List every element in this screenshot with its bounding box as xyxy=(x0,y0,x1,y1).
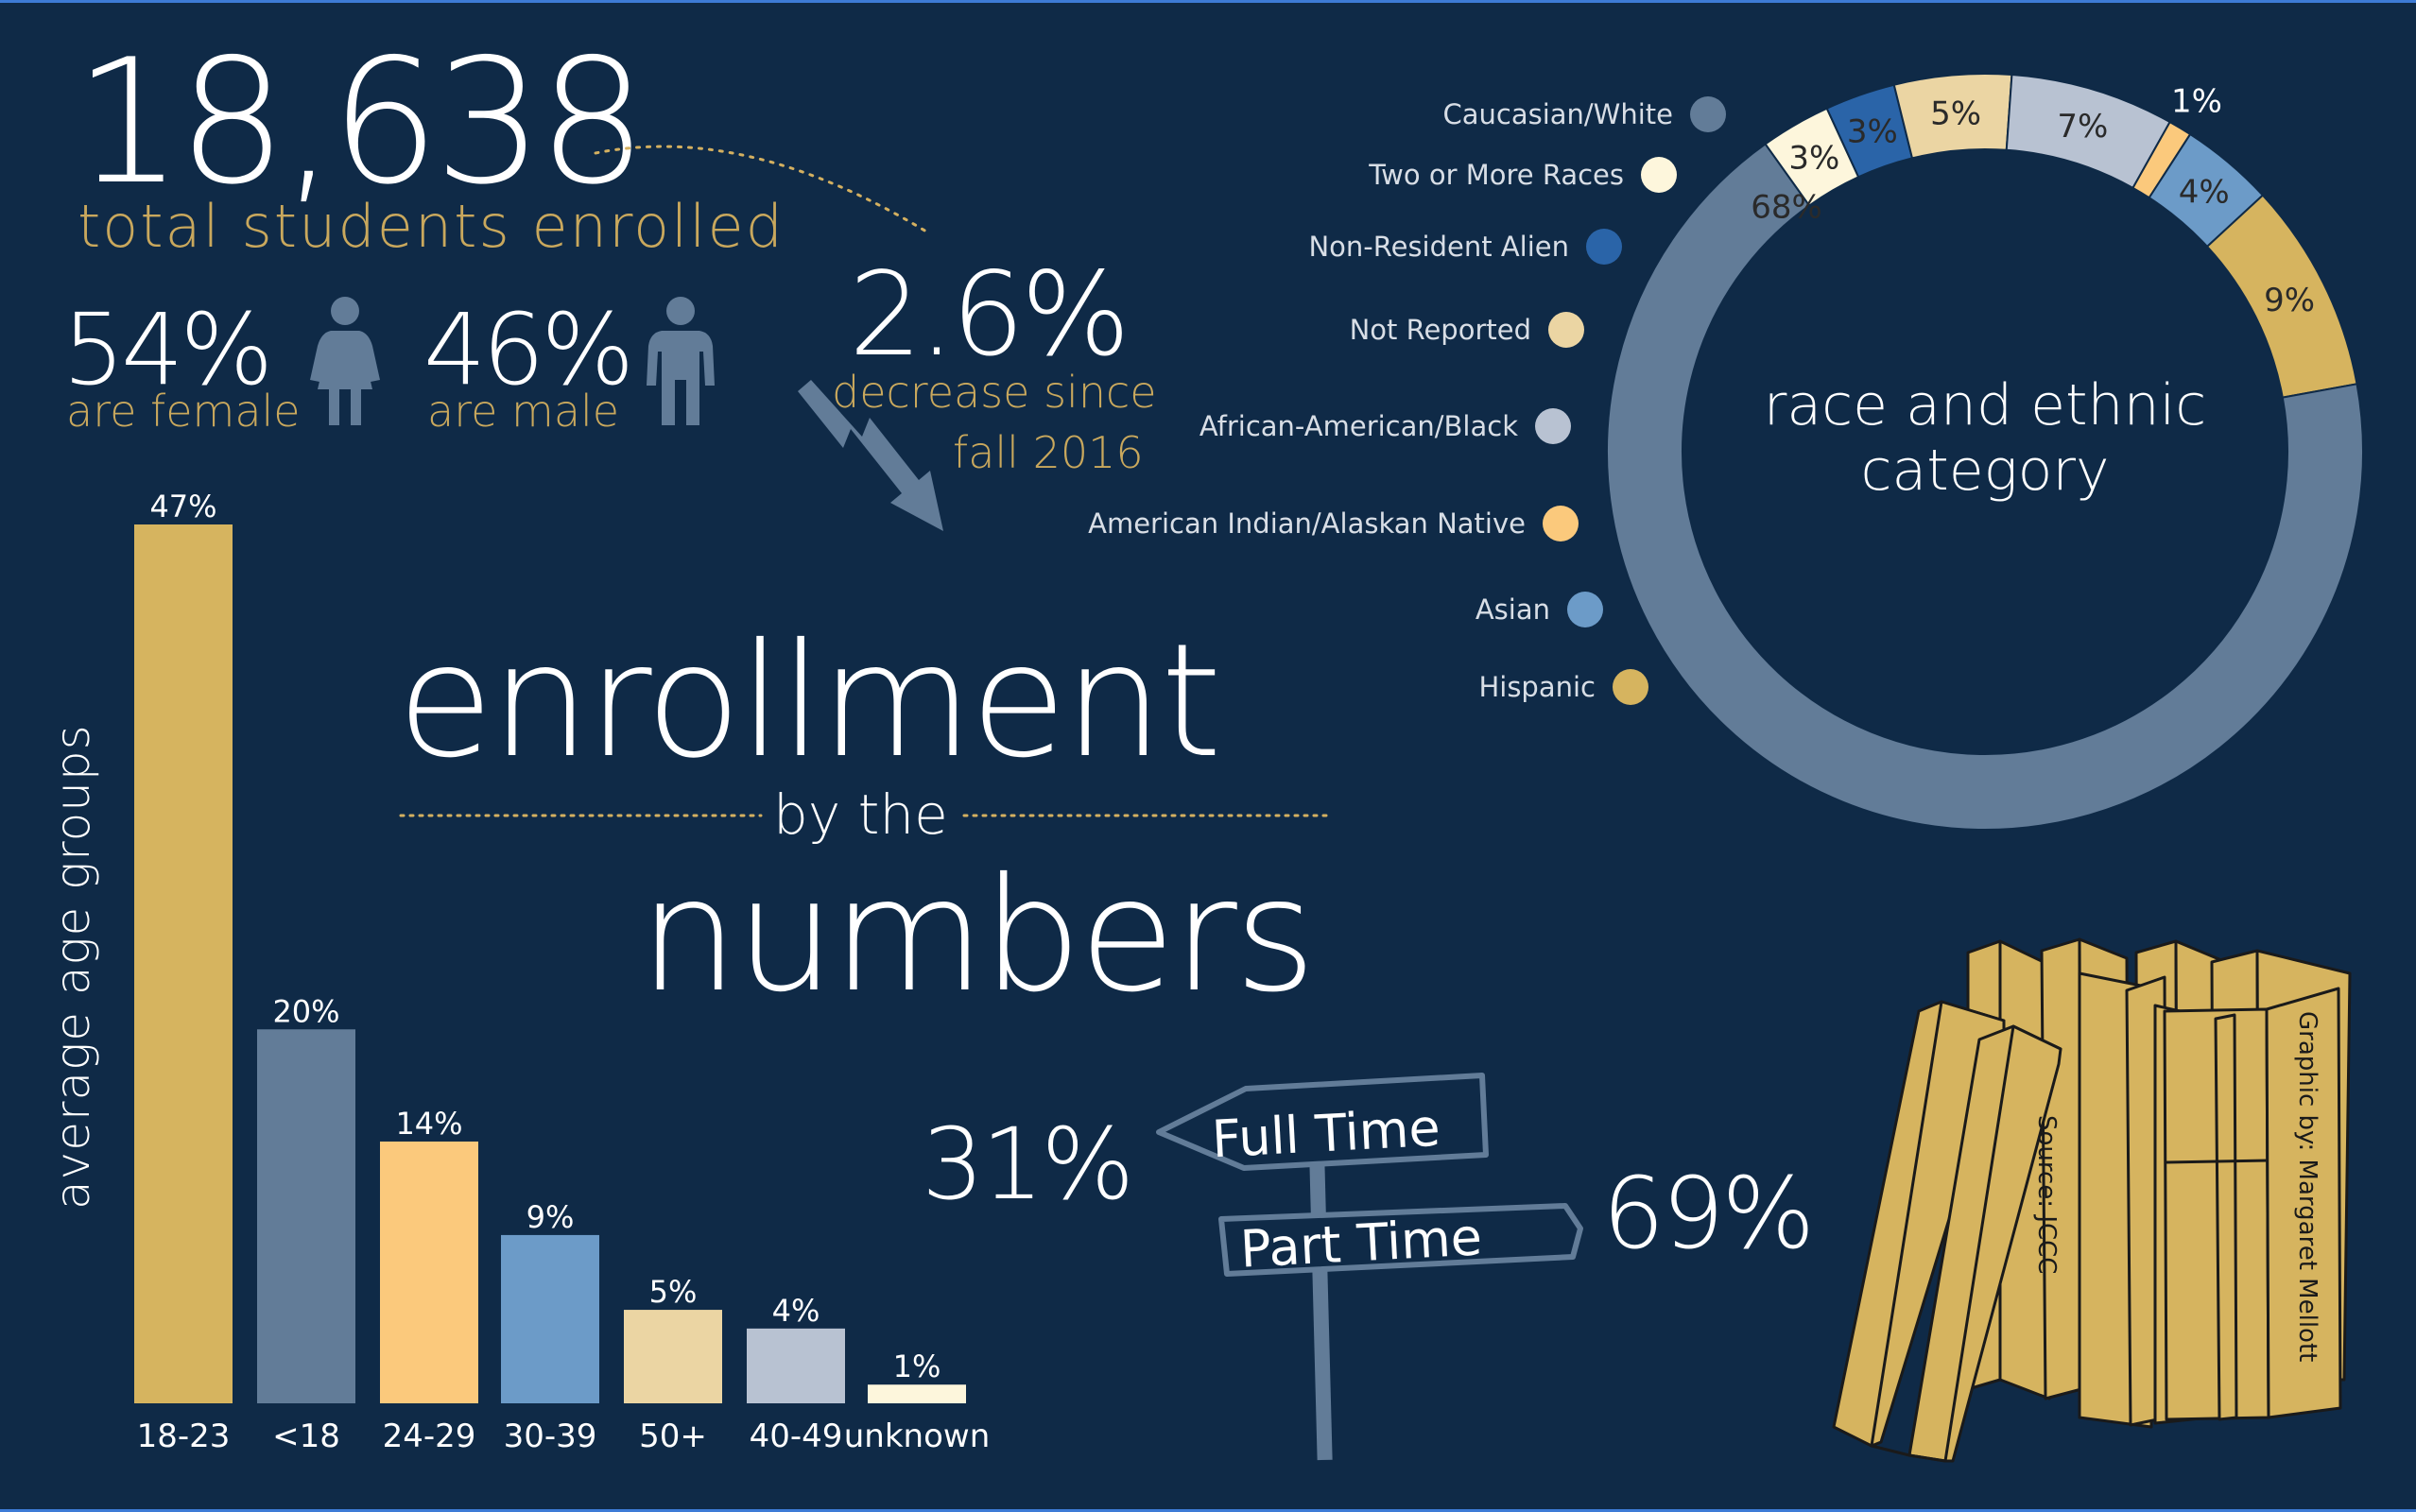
legend-label: Non-Resident Alien xyxy=(1308,231,1569,263)
legend-label: Not Reported xyxy=(1349,314,1531,346)
title-enrollment: enrollment xyxy=(397,610,1222,793)
title-dotted-rule xyxy=(399,814,1330,817)
age-bar-category-label: 24-29 xyxy=(383,1418,476,1455)
title-numbers: numbers xyxy=(639,845,1316,1027)
age-bar-<18 xyxy=(257,1029,355,1403)
legend-swatch xyxy=(1641,157,1677,193)
legend-swatch xyxy=(1535,408,1571,444)
down-arrow-icon xyxy=(798,380,943,531)
donut-slice-label: 7% xyxy=(2057,108,2108,146)
age-bar-40-49 xyxy=(747,1328,845,1403)
legend-swatch xyxy=(1690,96,1726,132)
donut-slice-label: 1% xyxy=(2171,82,2222,120)
legend-swatch xyxy=(1586,229,1622,265)
legend-label: Hispanic xyxy=(1478,671,1596,703)
donut-center-title: race and ethnic category xyxy=(1701,373,2269,504)
age-bar-category-label: 40-49 xyxy=(750,1418,843,1455)
male-icon xyxy=(647,297,715,425)
graphic-credit: Graphic by: Margaret Mellott xyxy=(2293,1011,2321,1363)
age-bar-category-label: 50+ xyxy=(639,1418,707,1455)
part-time-percent: 69% xyxy=(1602,1156,1815,1271)
male-percent: 46% xyxy=(423,292,634,407)
donut-slice-label: 3% xyxy=(1847,112,1898,150)
age-bar-category-label: 18-23 xyxy=(137,1418,231,1455)
full-time-label: Full Time xyxy=(1210,1097,1442,1170)
decrease-label-line2: fall 2016 xyxy=(953,427,1144,478)
legend-label: Caucasian/White xyxy=(1442,98,1673,130)
legend-item: American Indian/Alaskan Native xyxy=(1088,506,1579,541)
donut-slice-label: 68% xyxy=(1751,188,1822,226)
legend-item: Two or More Races xyxy=(1369,157,1677,193)
legend-label: Asian xyxy=(1475,593,1550,626)
age-bar-value-label: 4% xyxy=(772,1293,820,1329)
legend-item: African-American/Black xyxy=(1199,408,1571,444)
age-bar-value-label: 5% xyxy=(649,1274,698,1310)
legend-label: African-American/Black xyxy=(1199,410,1518,442)
donut-slice-label: 5% xyxy=(1930,94,1981,132)
race-donut-chart: 3%3% 5% 7% 1% 4% 9% 68% xyxy=(1606,73,2364,831)
total-students-label: total students enrolled xyxy=(78,192,785,261)
total-students-number: 18,638 xyxy=(74,22,647,222)
female-percent: 54% xyxy=(62,292,273,407)
donut-title-text: race and ethnic category xyxy=(1763,372,2207,504)
dotted-arc-connector xyxy=(594,145,928,233)
legend-swatch xyxy=(1567,592,1603,627)
age-bar-category-label: <18 xyxy=(272,1418,340,1455)
age-chart-ylabel: average age groups xyxy=(45,724,100,1210)
signpost-graphic xyxy=(1156,1073,1583,1461)
legend-swatch xyxy=(1613,669,1648,705)
books-illustration xyxy=(1832,937,2352,1463)
donut-slice-caucasian-white xyxy=(1606,143,2364,831)
age-bar-category-label: 30-39 xyxy=(504,1418,597,1455)
legend-swatch xyxy=(1543,506,1579,541)
donut-slice-label: 4% xyxy=(2179,174,2230,212)
decrease-label-line1: decrease since xyxy=(832,367,1157,418)
legend-label: Two or More Races xyxy=(1369,159,1624,191)
age-bar-50+ xyxy=(624,1310,722,1403)
title-by-the: by the xyxy=(773,782,948,847)
legend-item: Hispanic xyxy=(1478,669,1648,705)
age-bar-chart: 47% 18-23 20% <18 14% 24-29 9% 30-39 5% 50+ 4% 40-4… xyxy=(134,489,991,1455)
legend-swatch xyxy=(1548,312,1584,348)
donut-slice-label: 3% xyxy=(1788,140,1839,178)
age-bar-value-label: 20% xyxy=(272,993,339,1029)
legend-item: Caucasian/White xyxy=(1442,96,1726,132)
age-bar-value-label: 14% xyxy=(395,1106,462,1142)
full-time-percent: 31% xyxy=(922,1107,1134,1222)
male-label: are male xyxy=(427,386,620,437)
age-bar-value-label: 1% xyxy=(893,1349,941,1384)
female-label: are female xyxy=(66,386,301,437)
age-bar-category-label: unknown xyxy=(844,1418,991,1455)
legend-label: American Indian/Alaskan Native xyxy=(1088,507,1526,540)
part-time-label: Part Time xyxy=(1238,1207,1484,1280)
age-bar-24-29 xyxy=(380,1141,478,1403)
age-bar-unknown xyxy=(868,1384,966,1403)
donut-slice-label: 9% xyxy=(2264,282,2315,319)
decrease-percent: 2.6% xyxy=(849,248,1130,382)
legend-item: Asian xyxy=(1475,592,1603,627)
age-bar-value-label: 9% xyxy=(526,1199,575,1235)
female-icon xyxy=(310,297,380,425)
source-credit: Source: JCCC xyxy=(2032,1115,2061,1275)
age-bar-30-39 xyxy=(501,1234,599,1403)
legend-item: Not Reported xyxy=(1350,312,1584,348)
age-bar-value-label: 47% xyxy=(149,489,216,524)
age-bar-18-23 xyxy=(134,524,233,1403)
legend-item: Non-Resident Alien xyxy=(1308,229,1622,265)
